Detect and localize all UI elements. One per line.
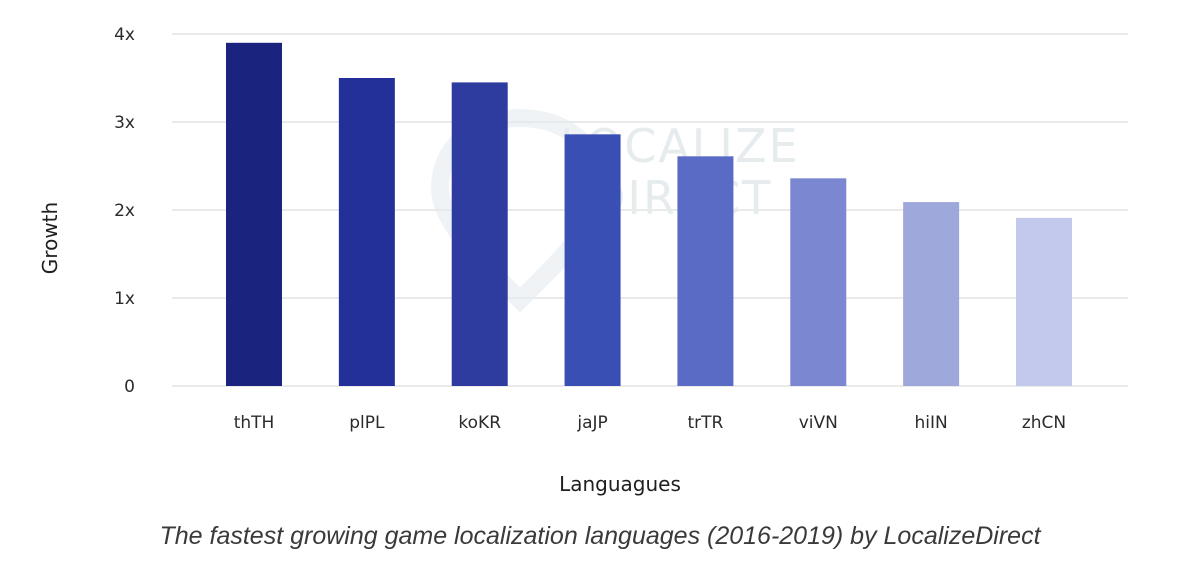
x-tick-label: koKR — [458, 413, 501, 433]
bars — [226, 42, 1072, 387]
y-tick-label: 4x — [114, 25, 135, 45]
x-tick-label: zhCN — [1022, 413, 1066, 433]
figure-caption: The fastest growing game localization la… — [159, 522, 1041, 550]
bar-viVN — [790, 178, 847, 386]
bar-zhCN — [1016, 217, 1072, 386]
x-tick-label: hiIN — [915, 413, 948, 433]
bar-trTR — [677, 156, 734, 386]
x-tick-labels: thTH plPL koKR jaJP trTR viVN hiIN zhCN — [234, 413, 1066, 433]
y-tick-label: 0 — [124, 377, 135, 397]
bar-koKR — [451, 82, 508, 387]
x-tick-label: trTR — [687, 413, 723, 433]
y-tick-labels: 0 1x 2x 3x 4x — [114, 25, 135, 397]
y-tick-label: 1x — [114, 289, 135, 309]
x-axis-title: Languagues — [559, 472, 681, 496]
x-tick-label: thTH — [234, 413, 275, 433]
bar-plPL — [338, 78, 395, 386]
y-tick-label: 2x — [114, 201, 135, 221]
bar-hiIN — [903, 202, 960, 386]
y-tick-label: 3x — [114, 113, 135, 133]
y-axis-title: Growth — [38, 202, 62, 274]
gridlines — [172, 33, 1128, 387]
x-tick-label: plPL — [349, 413, 385, 433]
x-tick-label: jaJP — [576, 413, 607, 433]
x-tick-label: viVN — [799, 413, 838, 433]
bar-jaJP — [564, 134, 621, 386]
bar-thTH — [226, 42, 282, 387]
